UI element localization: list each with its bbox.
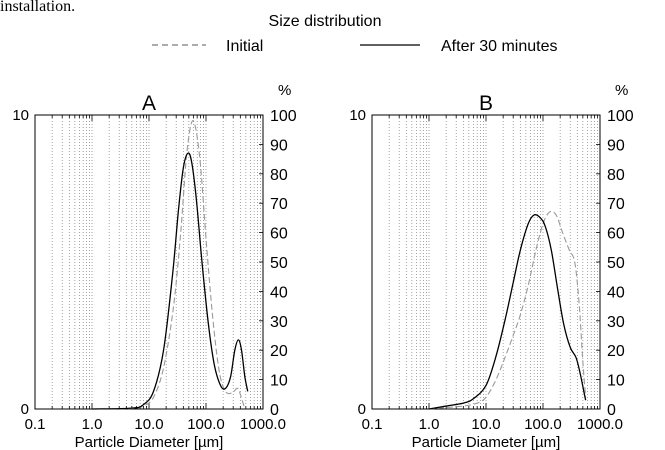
legend-label-initial: Initial [226,38,263,55]
x-tick-label-a: 0.1 [25,416,46,433]
chart-b: B 0.1 1.0 10.0 100.0 1000.0 Particle Diameter … [349,82,633,450]
y-right-tick-label-b: 70 [607,196,625,213]
legend-title: Size distribution [269,13,382,30]
y-right-tick-label-a: 0 [270,402,279,419]
y-right-tick-label-a: 60 [270,226,288,243]
x-tick-label-b: 0.1 [362,416,383,433]
chart-title-a: A [142,92,156,115]
y-right-tick-label-b: 20 [607,343,625,360]
series-initial-line-a [91,120,246,410]
y-right-tick-label-a: 10 [270,373,288,390]
y-right-tick-label-a: 80 [270,167,288,184]
x-tick-label-b: 1000.0 [577,416,623,433]
y-right-tick-label-b: 80 [607,167,625,184]
y-right-unit-label-a: % [278,82,291,99]
x-tick-label-b: 100.0 [524,416,562,433]
x-tick-label-a: 10.0 [134,416,163,433]
y-right-tick-label-b: 50 [607,255,625,272]
y-right-tick-label-a: 100 [270,108,297,125]
y-right-tick-label-b: 40 [607,284,625,301]
y-right-tick-label-a: 40 [270,284,288,301]
series-initial-line-b [428,210,587,410]
x-axis-label-b: Particle Diameter [µm] [412,434,561,450]
series-after-line-b [428,214,587,410]
x-tick-label-a: 100.0 [187,416,225,433]
y-right-tick-label-b: 30 [607,314,625,331]
y-left-tick-label-a: 10 [12,107,29,124]
legend-label-after: After 30 minutes [441,38,558,55]
y-left-tick-label-a: 0 [21,401,29,418]
y-right-tick-label-b: 10 [607,373,625,390]
y-right-tick-label-a: 50 [270,255,288,272]
legend: Size distribution Initial After 30 minut… [152,13,558,55]
figure-caption-fragment: installation. [0,0,76,15]
y-left-tick-label-b: 10 [349,107,366,124]
x-tick-label-a: 1.0 [82,416,103,433]
y-right-tick-label-b: 90 [607,137,625,154]
chart-title-b: B [479,92,493,115]
y-left-tick-label-b: 0 [358,401,366,418]
y-right-tick-label-a: 30 [270,314,288,331]
x-tick-label-b: 1.0 [419,416,440,433]
y-right-tick-label-b: 100 [607,108,634,125]
y-right-tick-label-b: 60 [607,226,625,243]
y-right-tick-label-a: 20 [270,343,288,360]
y-right-unit-label-b: % [615,82,628,99]
y-right-tick-label-a: 90 [270,137,288,154]
x-tick-label-a: 1000.0 [240,416,286,433]
series-after-line-a [91,152,249,410]
x-axis-label-a: Particle Diameter [µm] [75,434,224,450]
chart-a: A 0.1 1.0 10.0 100.0 1000.0 Particle Diameter … [12,82,296,450]
x-tick-label-b: 10.0 [471,416,500,433]
y-right-tick-label-a: 70 [270,196,288,213]
y-right-tick-label-b: 0 [607,402,616,419]
